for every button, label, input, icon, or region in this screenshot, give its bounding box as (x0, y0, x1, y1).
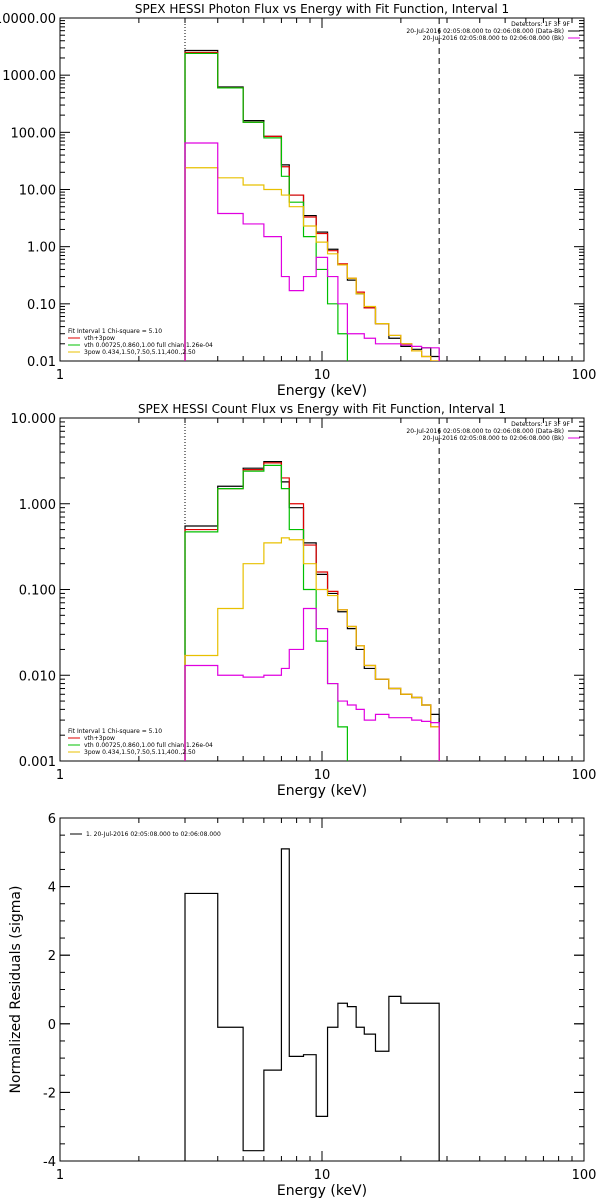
y-tick-label: 0.100 (19, 584, 56, 599)
y-tick-label: 10.000 (11, 412, 57, 427)
y-tick-label: 1.00 (27, 241, 56, 256)
chart-panel-1: SPEX HESSI Photon Flux vs Energy with Fi… (0, 2, 596, 399)
chart-title: SPEX HESSI Photon Flux vs Energy with Fi… (135, 2, 509, 16)
y-tick-label: -2 (43, 1086, 56, 1101)
y-tick-label: 0.01 (27, 355, 56, 370)
y-tick-label: 1.000 (19, 498, 56, 513)
legend-fit-header: Fit Interval 1 Chi-square = 5.10 (68, 328, 162, 335)
series-bk (184, 607, 440, 761)
legend-fit: Fit Interval 1 Chi-square = 5.10vth+3pow… (68, 728, 213, 756)
x-axis-label: Energy (keV) (277, 1183, 367, 1199)
series-vth-3pow (184, 51, 440, 361)
legend-detectors: Detectors: 1F 3F 9F (511, 21, 570, 28)
y-tick-label: -4 (43, 1155, 56, 1170)
legend-entry: 20-Jul-2016 02:05:08.000 to 02:06:08.000… (423, 435, 564, 442)
plot-frame (59, 17, 585, 362)
y-tick-label: 100.00 (11, 126, 57, 141)
legend-entry: 20-Jul-2016 02:05:08.000 to 02:06:08.000… (406, 28, 564, 35)
y-tick-label: 0.001 (19, 755, 56, 770)
x-axis-label: Energy (keV) (277, 383, 367, 399)
series-1-20-jul-2016-02-05-08-000-to-02-06-08-000 (184, 848, 440, 1161)
series-data-bk (184, 49, 440, 361)
x-tick-label: 1 (56, 768, 64, 783)
series-3pow (184, 167, 440, 361)
x-axis-label: Energy (keV) (277, 783, 367, 799)
plot-frame (59, 817, 585, 1162)
legend-entry: vth 0.00725,0.860,1.00 full chian 1.26e-… (84, 742, 213, 749)
data-layer (184, 18, 440, 361)
legend-detectors: Detectors: 1F 3F 9F (511, 421, 570, 428)
legend-fit: Fit Interval 1 Chi-square = 5.10vth+3pow… (68, 328, 213, 356)
y-tick-label: 0.010 (19, 669, 56, 684)
x-tick-label: 10 (314, 368, 331, 383)
data-layer (184, 848, 440, 1161)
chart-panel-3: 1 10 100 -4 -2 0 2 4 6 Energy (keV) Normalized Res… (8, 812, 596, 1199)
y-tick-label: 0 (48, 1018, 56, 1033)
x-tick-label: 1 (56, 1168, 64, 1183)
data-layer (184, 418, 440, 761)
legend-entry: 20-Jul-2016 02:05:08.000 to 02:06:08.000… (406, 428, 564, 435)
y-tick-label: 10.00 (19, 184, 56, 199)
legend-entry: vth+3pow (84, 335, 115, 342)
x-tick-label: 10 (314, 1168, 331, 1183)
legend-entry: vth 0.00725,0.860,1.00 full chian 1.26e-… (84, 342, 213, 349)
y-tick-label: 4 (48, 881, 56, 896)
chart-title: SPEX HESSI Count Flux vs Energy with Fit… (138, 402, 506, 416)
y-tick-label: 6 (48, 812, 56, 827)
x-tick-label: 100 (572, 368, 597, 383)
series-3pow (184, 537, 440, 761)
x-tick-label: 100 (572, 768, 597, 783)
y-tick-label: 1000.00 (2, 69, 56, 84)
x-tick-label: 10 (314, 768, 331, 783)
y-tick-label: 0.10 (27, 298, 56, 313)
legend-entry: 1. 20-Jul-2016 02:05:08.000 to 02:06:08.… (86, 831, 221, 838)
legend-entry: 3pow 0.434,1.50,7.50,5.11,400.,2.50 (84, 349, 196, 356)
legend-entry: 20-Jul-2016 02:05:08.000 to 02:06:08.000… (423, 35, 564, 42)
legend-residuals: 1. 20-Jul-2016 02:05:08.000 to 02:06:08.… (70, 831, 221, 838)
x-tick-label: 100 (572, 1168, 597, 1183)
legend-entry: vth+3pow (84, 735, 115, 742)
series-bk (184, 142, 440, 361)
y-tick-label: 10000.00 (0, 12, 56, 27)
legend-entry: 3pow 0.434,1.50,7.50,5.11,400.,2.50 (84, 749, 196, 756)
y-axis-label: Normalized Residuals (sigma) (8, 886, 24, 1094)
chart-panel-2: SPEX HESSI Count Flux vs Energy with Fit… (11, 402, 597, 799)
series-vth (184, 52, 348, 361)
x-tick-label: 1 (56, 368, 64, 383)
legend-fit-header: Fit Interval 1 Chi-square = 5.10 (68, 728, 162, 735)
series-vth (184, 464, 348, 761)
y-tick-label: 2 (48, 949, 56, 964)
